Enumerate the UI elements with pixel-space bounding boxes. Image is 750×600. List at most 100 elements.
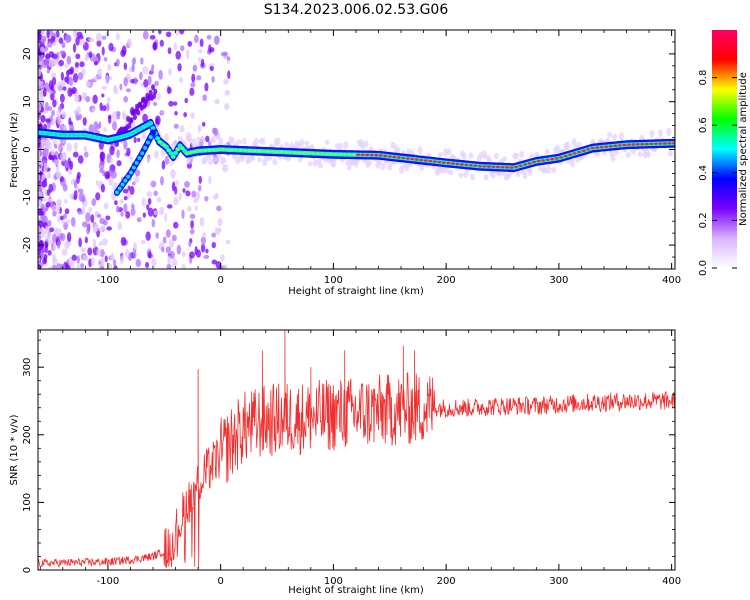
spectrogram-noise-mark bbox=[84, 151, 89, 158]
spectrogram-halo-mark bbox=[571, 138, 577, 146]
spectrogram-trace-core bbox=[649, 142, 654, 146]
spectrogram-noise-mark bbox=[84, 53, 89, 60]
spectrogram-noise-mark bbox=[38, 191, 42, 197]
colorbar-tick-label: 0.8 bbox=[698, 70, 709, 86]
spectrogram-noise-mark bbox=[172, 101, 178, 106]
spectrogram-noise-mark bbox=[106, 102, 110, 112]
x-tick-label: -100 bbox=[97, 576, 120, 587]
spectrogram-noise-mark bbox=[109, 156, 114, 164]
spectrogram-noise-mark bbox=[165, 229, 171, 238]
x-tick-label: 400 bbox=[662, 576, 681, 587]
spectrogram-noise-mark bbox=[111, 111, 118, 122]
spectrogram-noise-mark bbox=[51, 109, 55, 117]
spectrogram-noise-mark bbox=[38, 254, 41, 263]
spectrogram-halo-mark bbox=[169, 160, 175, 166]
spectrogram-noise-mark bbox=[69, 124, 75, 133]
spectrogram-noise-mark bbox=[91, 198, 97, 206]
spectrogram-noise-mark bbox=[106, 226, 112, 231]
spectrogram-trace-core bbox=[256, 149, 261, 153]
spectrogram-secondary-core bbox=[126, 174, 131, 179]
spectrogram-noise-mark bbox=[107, 262, 113, 269]
spectrogram-halo-mark bbox=[172, 139, 178, 146]
spectrogram-halo-mark bbox=[514, 152, 520, 159]
spectrogram-noise-mark bbox=[62, 213, 67, 220]
spectrogram-trace-mid bbox=[168, 151, 174, 156]
spectrogram-trace-core bbox=[234, 148, 239, 152]
spectrogram-noise-mark bbox=[115, 58, 120, 67]
spectrogram-noise-mark bbox=[125, 88, 131, 93]
spectrogram-noise-mark bbox=[96, 39, 102, 47]
spectrogram-noise-mark bbox=[64, 161, 70, 169]
colorbar-tick-label: 0.4 bbox=[698, 165, 709, 181]
spectrogram-trace-core bbox=[396, 156, 401, 159]
spectrogram-trace-core bbox=[67, 133, 72, 137]
spectrogram-noise-mark bbox=[114, 200, 118, 206]
spectrogram-upper-mark bbox=[129, 117, 134, 124]
spectrogram-noise-mark bbox=[64, 63, 69, 68]
spectrogram-x-ticks: -100 0 100 200 300 400 bbox=[39, 30, 681, 286]
spectrogram-noise-mark bbox=[208, 175, 212, 184]
spectrogram-trace-core bbox=[473, 164, 478, 167]
spectrogram-halo-mark bbox=[446, 148, 452, 156]
spectrogram-noise-mark bbox=[161, 246, 165, 253]
spectrogram-noise-mark bbox=[189, 87, 195, 96]
spectrogram-trace-core bbox=[586, 148, 591, 151]
spectrogram-trace-core bbox=[148, 122, 153, 125]
spectrogram-noise-mark bbox=[46, 189, 51, 197]
spectrogram-halo-mark bbox=[207, 157, 213, 166]
spectrogram-trace-core bbox=[103, 138, 108, 141]
spectrogram-noise-mark bbox=[116, 160, 122, 167]
spectrogram-noise-mark bbox=[56, 109, 61, 118]
spectrogram-noise-mark bbox=[133, 250, 137, 259]
spectrogram-noise-mark bbox=[101, 105, 107, 112]
spectrogram-noise-mark bbox=[77, 72, 84, 81]
spectrogram-halo-mark bbox=[527, 167, 533, 177]
spectrogram-halo-mark bbox=[417, 146, 423, 155]
spectrogram-noise-mark bbox=[146, 157, 150, 164]
spectrogram-halo-mark bbox=[331, 159, 337, 168]
spectrogram-halo-mark bbox=[241, 137, 247, 145]
spectrogram-noise-mark bbox=[96, 213, 102, 219]
spectrogram-noise-mark bbox=[187, 40, 193, 47]
spectrogram-trace-core bbox=[94, 136, 99, 139]
spectrogram-noise-mark bbox=[53, 242, 57, 252]
spectrogram-noise-mark bbox=[104, 255, 108, 263]
spectrogram-noise-mark bbox=[88, 37, 95, 42]
spectrogram-noise-mark bbox=[71, 86, 77, 95]
spectrogram-noise-mark bbox=[42, 87, 47, 97]
spectrogram-trace-core bbox=[342, 153, 347, 156]
spectrogram-halo-mark bbox=[160, 148, 166, 158]
snr-panel: -100 0 100 200 300 400 0 100 200 300 Height of s… bbox=[9, 329, 681, 596]
spectrogram-noise-mark bbox=[66, 219, 71, 224]
spectrogram-noise-mark bbox=[209, 65, 214, 72]
spectrogram-noise-mark bbox=[55, 30, 60, 38]
spectrogram-noise-mark bbox=[187, 206, 192, 212]
x-tick-label: 300 bbox=[549, 576, 568, 587]
spectrogram-noise-mark bbox=[219, 254, 225, 262]
spectrogram-secondary-core bbox=[131, 165, 136, 170]
spectrogram-trace-core bbox=[635, 143, 640, 146]
colorbar-ticks: 0.0 0.2 0.4 0.6 0.8 bbox=[698, 70, 737, 276]
spectrogram-halo-mark bbox=[213, 157, 219, 163]
spectrogram-noise-mark bbox=[98, 226, 105, 233]
spectrogram-noise-mark bbox=[93, 76, 99, 81]
spectrogram-trace-core bbox=[72, 133, 77, 137]
spectrogram-trace-core bbox=[54, 133, 59, 136]
spectrogram-noise-mark bbox=[100, 183, 106, 193]
spectrogram-noise-mark bbox=[151, 218, 156, 228]
spectrogram-noise-mark bbox=[59, 93, 65, 103]
spectrogram-noise-mark bbox=[101, 46, 105, 56]
spectrogram-noise-mark bbox=[227, 70, 231, 80]
spectrogram-noise-mark bbox=[78, 188, 84, 194]
spectrogram-trace-core bbox=[144, 124, 149, 127]
spectrogram-trace-core bbox=[261, 150, 266, 153]
spectrogram-trace-core bbox=[135, 129, 140, 132]
spectrogram-trace-core bbox=[437, 160, 442, 164]
spectrogram-noise-mark bbox=[150, 180, 157, 188]
spectrogram-trace-core bbox=[220, 148, 225, 151]
colorbar-tick-label: 0.6 bbox=[698, 117, 709, 133]
spectrogram-halo-mark bbox=[317, 161, 323, 169]
spectrogram-noise-mark bbox=[38, 96, 41, 106]
spectrogram-noise-mark bbox=[101, 93, 105, 98]
spectrogram-noise-mark bbox=[120, 236, 127, 246]
